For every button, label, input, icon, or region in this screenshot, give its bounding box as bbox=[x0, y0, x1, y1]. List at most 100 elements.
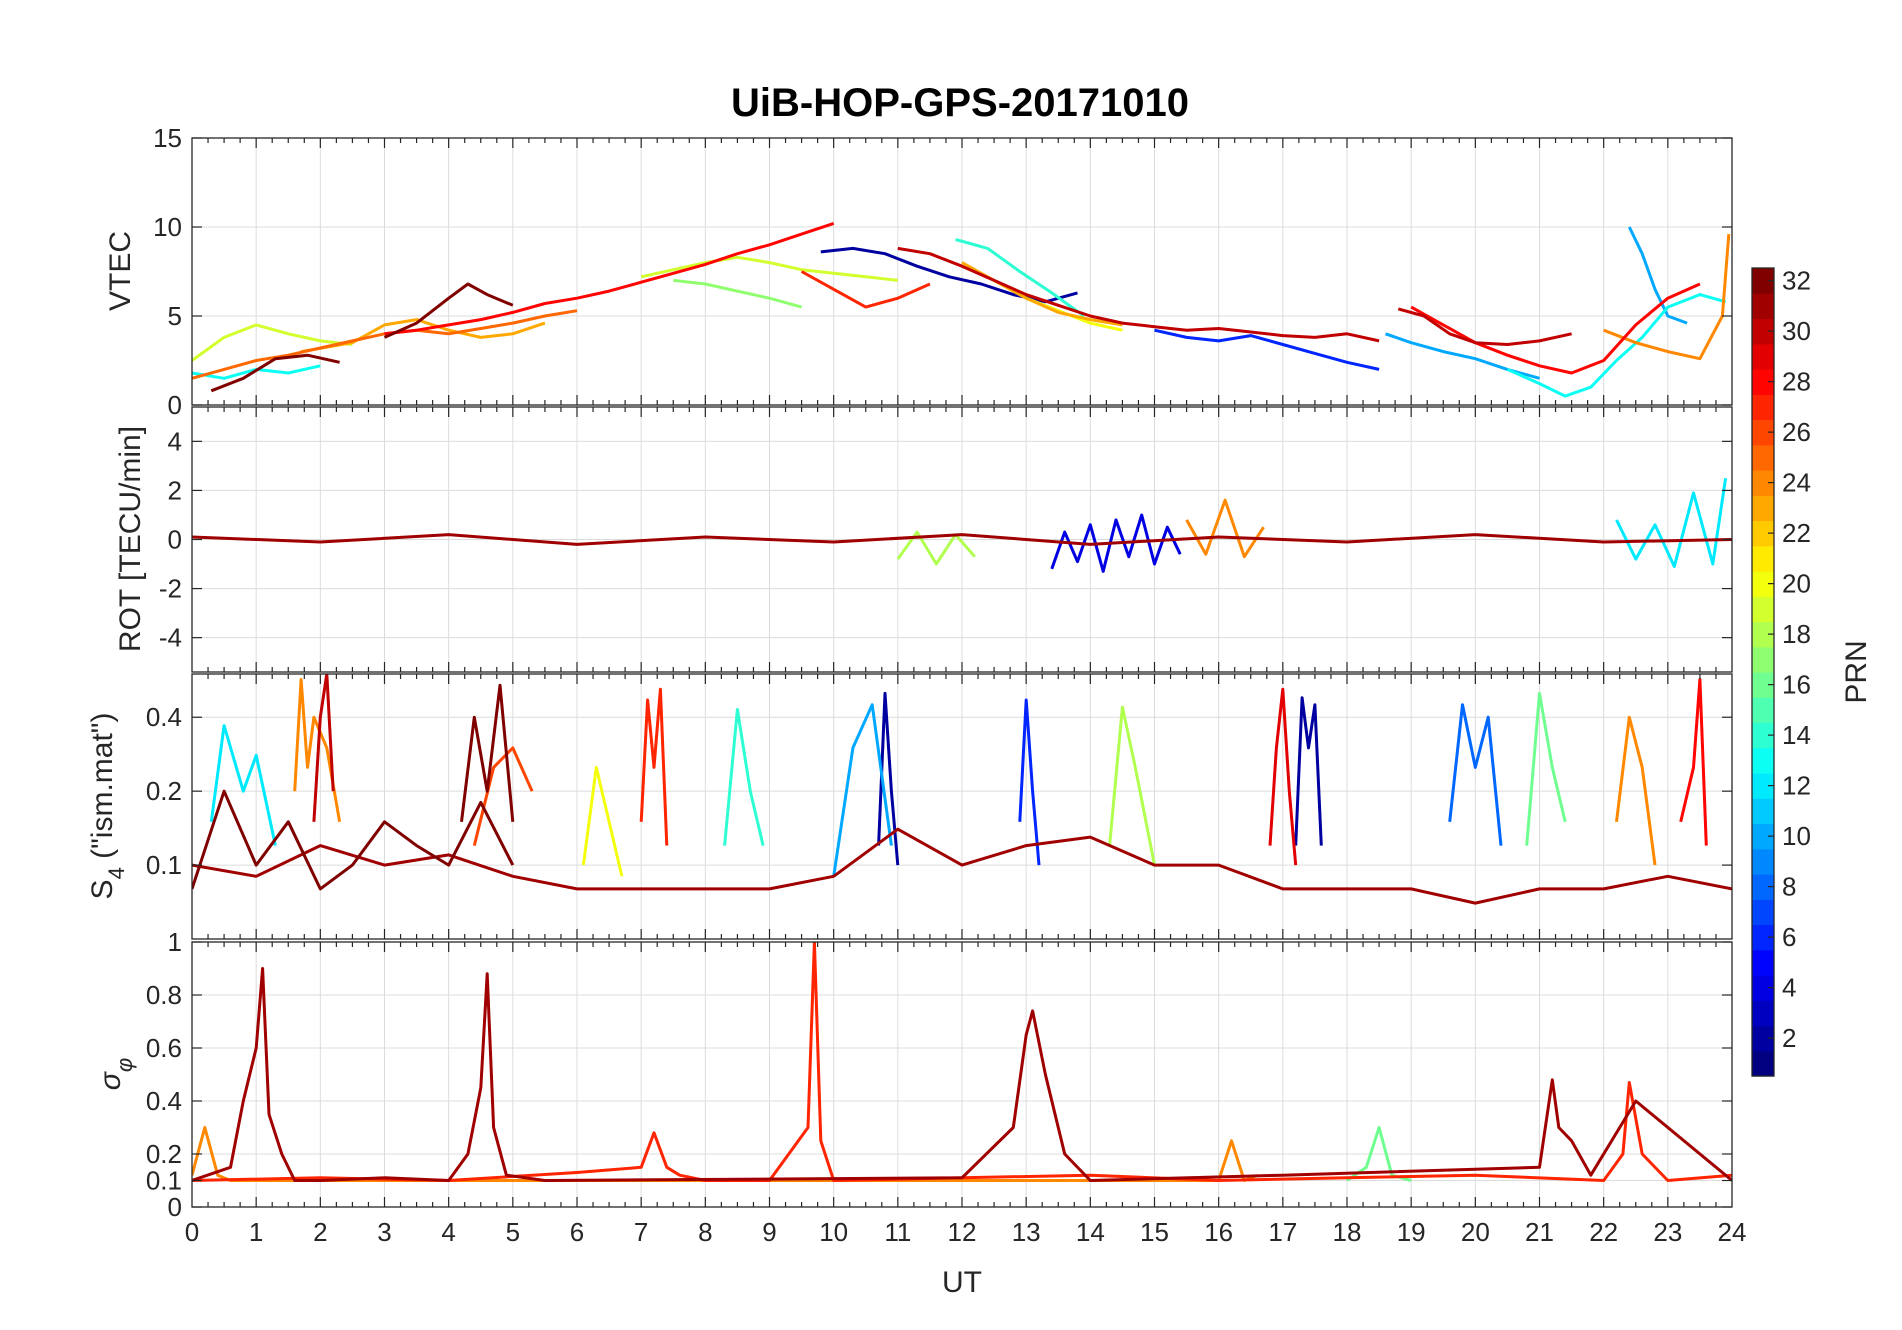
series-line-prn-20 bbox=[581, 765, 624, 877]
colorbar-swatch bbox=[1752, 874, 1774, 900]
series-line-prn-14 bbox=[955, 238, 1085, 318]
y-tick-label: 0 bbox=[168, 1192, 182, 1222]
series-line-prn-18 bbox=[1108, 705, 1156, 866]
colorbar-swatch bbox=[1752, 621, 1774, 648]
colorbar-tick-label: 18 bbox=[1782, 619, 1811, 649]
colorbar-label: PRN bbox=[1840, 640, 1873, 703]
y-tick-label: 0.1 bbox=[146, 1166, 182, 1196]
colorbar-tick-label: 20 bbox=[1782, 569, 1811, 599]
series-line-prn-19 bbox=[640, 255, 898, 282]
colorbar-tick-label: 10 bbox=[1782, 821, 1811, 851]
series-line-prn-24 bbox=[293, 678, 342, 823]
x-tick-label: 5 bbox=[506, 1217, 520, 1247]
colorbar-swatch bbox=[1752, 369, 1774, 395]
colorbar-swatch bbox=[1752, 596, 1774, 623]
series-line-prn-16 bbox=[1525, 691, 1567, 846]
series-line-prn-24 bbox=[1603, 233, 1731, 361]
x-tick-label: 16 bbox=[1204, 1217, 1233, 1247]
colorbar-swatch bbox=[1752, 773, 1774, 799]
y-tick-label: 0.1 bbox=[146, 850, 182, 880]
x-tick-label: 3 bbox=[377, 1217, 391, 1247]
colorbar-swatch bbox=[1752, 924, 1774, 951]
colorbar-swatch bbox=[1752, 571, 1774, 597]
colorbar-swatch bbox=[1752, 747, 1774, 774]
y-tick-label: 0.4 bbox=[146, 1086, 182, 1116]
colorbar-swatch bbox=[1752, 646, 1774, 673]
colorbar-tick-label: 28 bbox=[1782, 367, 1811, 397]
y-tick-label: 0.4 bbox=[146, 702, 182, 732]
y-tick-label: -2 bbox=[159, 574, 182, 604]
colorbar-tick-label: 6 bbox=[1782, 922, 1796, 952]
series-line-prn-30 bbox=[1397, 307, 1572, 346]
colorbar-tick-label: 24 bbox=[1782, 468, 1811, 498]
colorbar-swatch bbox=[1752, 823, 1774, 850]
series-line-prn-4 bbox=[1050, 513, 1182, 573]
y-tick-label: 0.2 bbox=[146, 1139, 182, 1169]
colorbar-swatch bbox=[1752, 1000, 1774, 1027]
series-line-prn-10 bbox=[832, 703, 893, 877]
series-line-prn-32 bbox=[210, 353, 340, 393]
colorbar-swatch bbox=[1752, 293, 1774, 320]
series-line-prn-12 bbox=[1615, 477, 1728, 568]
colorbar-frame bbox=[1751, 267, 1775, 1077]
colorbar-swatch bbox=[1752, 672, 1774, 698]
x-tick-label: 18 bbox=[1333, 1217, 1362, 1247]
x-tick-label: 14 bbox=[1076, 1217, 1105, 1247]
x-tick-label: 6 bbox=[570, 1217, 584, 1247]
rot-panel: -4 -2 0 2 4 ROT [TECU/min] bbox=[114, 406, 1733, 673]
series-line-prn-28 bbox=[1410, 282, 1701, 375]
colorbar-swatch bbox=[1752, 975, 1774, 1001]
colorbar-tick-label: 8 bbox=[1782, 872, 1796, 902]
s4-panel: 0.1 0.2 0.4 S4 ("ism.mat") bbox=[86, 673, 1733, 940]
y-tick-label: 0 bbox=[168, 525, 182, 555]
colorbar-tick-label: 2 bbox=[1782, 1023, 1796, 1053]
x-tick-label: 15 bbox=[1140, 1217, 1169, 1247]
x-tick-label: 8 bbox=[698, 1217, 712, 1247]
series-line-prn-29 bbox=[1268, 687, 1298, 866]
colorbar-swatch bbox=[1752, 1050, 1774, 1077]
y-tick-label: 2 bbox=[168, 475, 182, 505]
colorbar-swatch bbox=[1752, 848, 1774, 875]
colorbar-tick-label: 22 bbox=[1782, 518, 1811, 548]
x-tick-label: 7 bbox=[634, 1217, 648, 1247]
series-line-prn-14 bbox=[723, 708, 765, 846]
colorbar-swatch bbox=[1752, 318, 1774, 345]
series-line-prn-19 bbox=[192, 323, 353, 362]
series-line-prn-31 bbox=[192, 533, 1732, 546]
series-line-prn-24 bbox=[1615, 715, 1657, 866]
x-tick-label: 4 bbox=[441, 1217, 455, 1247]
x-tick-label: 10 bbox=[819, 1217, 848, 1247]
x-tick-label: 1 bbox=[249, 1217, 263, 1247]
series-line-prn-32 bbox=[460, 683, 515, 822]
y-tick-label: -4 bbox=[159, 623, 182, 653]
series-line-prn-18 bbox=[896, 530, 976, 566]
series-line-prn-2 bbox=[820, 246, 1078, 304]
series-line-prn-24 bbox=[1185, 498, 1265, 559]
colorbar-swatch bbox=[1752, 495, 1774, 522]
x-tick-label: 24 bbox=[1718, 1217, 1747, 1247]
colorbar-tick-label: 30 bbox=[1782, 316, 1811, 346]
series-line-prn-32 bbox=[192, 789, 515, 891]
colorbar-swatch bbox=[1752, 268, 1774, 294]
vtec-ylabel: VTEC bbox=[104, 231, 137, 311]
y-tick-label: 0.8 bbox=[146, 980, 182, 1010]
colorbar-swatch bbox=[1752, 419, 1774, 446]
series-line-prn-31 bbox=[192, 967, 1732, 1182]
x-tick-label: 19 bbox=[1397, 1217, 1426, 1247]
colorbar-swatch bbox=[1752, 520, 1774, 547]
x-tick-label: 0 bbox=[185, 1217, 199, 1247]
series-line-prn-17 bbox=[673, 278, 803, 309]
x-tick-label: 11 bbox=[884, 1217, 911, 1247]
series-line-prn-28 bbox=[1679, 678, 1708, 846]
colorbar-swatch bbox=[1752, 1025, 1774, 1052]
colorbar-tick-label: 16 bbox=[1782, 670, 1811, 700]
colorbar-swatch bbox=[1752, 798, 1774, 825]
series-line-prn-27 bbox=[192, 942, 1732, 1182]
colorbar-swatch bbox=[1752, 394, 1774, 421]
sigma-phi-ylabel: σφ bbox=[94, 1058, 137, 1090]
colorbar-swatch bbox=[1752, 722, 1774, 749]
series-line-prn-32 bbox=[383, 282, 514, 339]
colorbar-tick-label: 12 bbox=[1782, 771, 1811, 801]
